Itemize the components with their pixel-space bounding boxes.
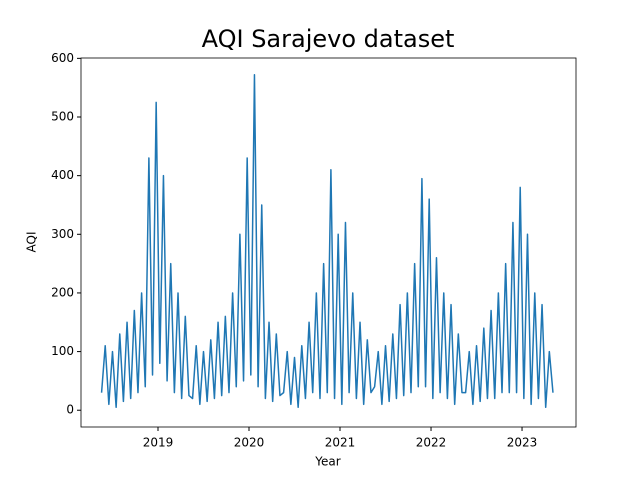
y-axis-label: AQI [25,232,39,253]
x-tick-label: 2019 [143,436,174,450]
y-tick-label: 0 [66,403,74,417]
y-tick-label: 200 [51,285,74,299]
y-tick-label: 600 [51,51,74,65]
chart-title: AQI Sarajevo dataset [202,25,455,53]
x-tick-label: 2020 [234,436,265,450]
y-tick-label: 300 [51,227,74,241]
x-tick-label: 2023 [507,436,538,450]
data-line [100,74,554,409]
y-tick-label: 400 [51,168,74,182]
x-tick-label: 2022 [416,436,447,450]
plot-frame [80,57,577,428]
x-axis-label: Year [314,455,340,469]
y-tick-label: 500 [51,109,74,123]
y-tick-label: 100 [51,344,74,358]
x-tick-label: 2021 [325,436,356,450]
